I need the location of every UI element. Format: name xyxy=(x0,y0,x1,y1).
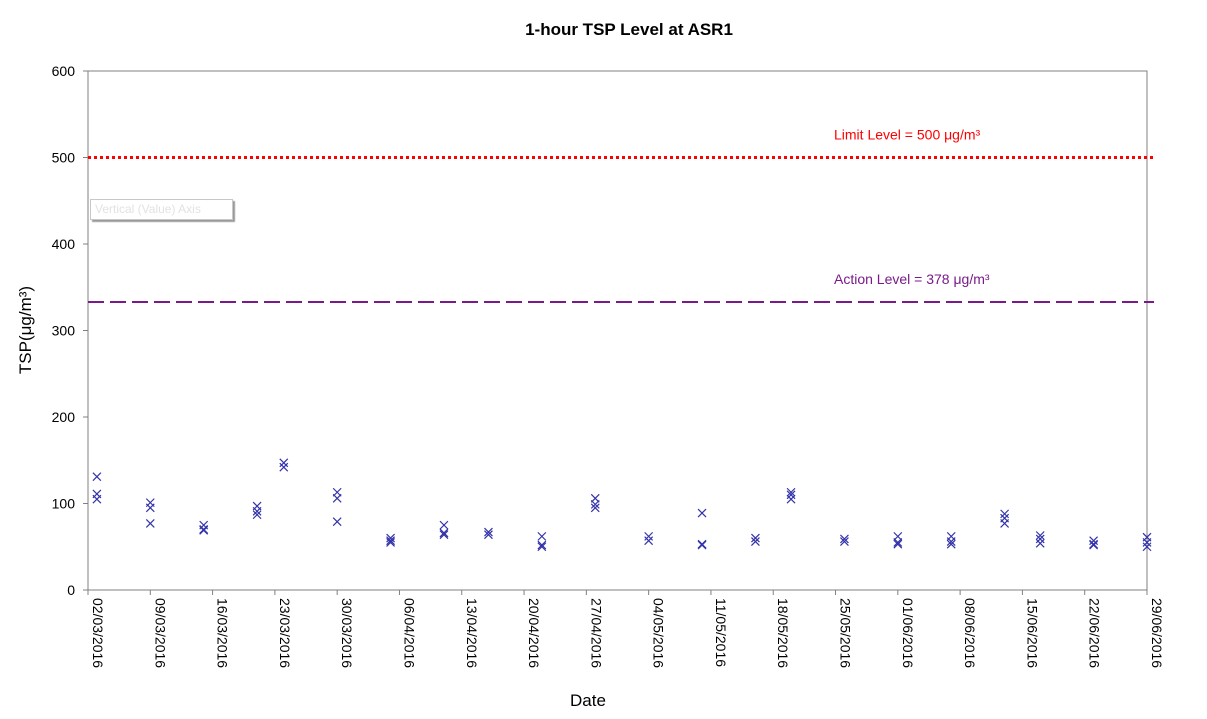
x-tick-label: 22/06/2016 xyxy=(1087,598,1103,668)
data-point[interactable] xyxy=(386,538,395,547)
x-tick-label: 20/04/2016 xyxy=(526,598,542,668)
data-point[interactable] xyxy=(484,527,493,537)
data-point[interactable] xyxy=(537,542,547,552)
data-point[interactable] xyxy=(1142,542,1152,552)
data-point[interactable] xyxy=(786,494,796,504)
x-axis[interactable]: 02/03/2016 09/03/2016 16/03/2016 23/03/2016… xyxy=(87,590,1165,668)
data-point[interactable] xyxy=(537,540,547,550)
data-point[interactable] xyxy=(484,530,493,540)
x-tick-label: 15/06/2016 xyxy=(1024,598,1040,668)
data-point[interactable] xyxy=(840,534,849,544)
data-point[interactable] xyxy=(439,520,449,530)
data-point[interactable] xyxy=(946,537,956,546)
data-point[interactable] xyxy=(279,458,289,468)
y-tick-label: 500 xyxy=(52,150,76,166)
data-point[interactable] xyxy=(92,472,102,482)
data-point[interactable] xyxy=(252,510,262,520)
y-axis[interactable]: 0 100 200 300 400 500 600 xyxy=(52,63,88,598)
data-point[interactable] xyxy=(386,533,395,543)
y-tick-label: 600 xyxy=(52,63,76,79)
x-tick-label: 25/05/2016 xyxy=(838,598,854,668)
y-axis-label: TSP(μg/m³) xyxy=(16,286,35,374)
data-point[interactable] xyxy=(199,525,209,534)
x-tick-label: 30/03/2016 xyxy=(339,598,355,668)
axis-tooltip: Vertical (Value) Axis xyxy=(90,199,233,220)
x-tick-label: 01/06/2016 xyxy=(900,598,916,668)
data-point[interactable] xyxy=(893,539,903,549)
data-series[interactable] xyxy=(92,458,1152,552)
x-tick-label: 11/05/2016 xyxy=(713,598,729,667)
data-point[interactable] xyxy=(279,462,289,472)
x-tick-label: 16/03/2016 xyxy=(215,598,231,668)
data-point[interactable] xyxy=(332,493,342,503)
x-tick-label: 09/03/2016 xyxy=(152,598,168,668)
limit-level-label: Limit Level = 500 μg/m³ xyxy=(834,127,981,143)
x-tick-label: 27/04/2016 xyxy=(588,598,604,668)
x-tick-label: 04/05/2016 xyxy=(651,598,667,668)
data-point[interactable] xyxy=(697,539,707,549)
chart-title: 1-hour TSP Level at ASR1 xyxy=(525,20,733,39)
x-tick-label: 13/04/2016 xyxy=(464,598,480,668)
data-point[interactable] xyxy=(92,494,102,504)
x-axis-label: Date xyxy=(570,691,606,710)
y-tick-label: 0 xyxy=(67,582,75,598)
data-point[interactable] xyxy=(697,508,707,518)
data-point[interactable] xyxy=(893,538,903,547)
data-point[interactable] xyxy=(840,537,849,546)
data-point[interactable] xyxy=(199,525,209,535)
data-point[interactable] xyxy=(145,518,155,528)
data-point[interactable] xyxy=(1089,540,1099,550)
action-level-label: Action Level = 378 μg/m³ xyxy=(834,271,990,287)
y-tick-label: 200 xyxy=(52,409,76,425)
data-point[interactable] xyxy=(1035,531,1045,540)
data-point[interactable] xyxy=(386,536,395,546)
y-tick-label: 300 xyxy=(52,323,76,339)
data-point[interactable] xyxy=(537,531,547,541)
data-point[interactable] xyxy=(786,487,796,497)
data-point[interactable] xyxy=(1000,518,1010,528)
reference-lines: Limit Level = 500 μg/m³ Action Level = 37… xyxy=(88,127,1154,303)
data-point[interactable] xyxy=(1035,538,1045,548)
data-point[interactable] xyxy=(590,499,600,509)
x-tick-label: 08/06/2016 xyxy=(962,598,978,668)
data-point[interactable] xyxy=(1089,536,1099,546)
data-point[interactable] xyxy=(1142,538,1152,547)
data-point[interactable] xyxy=(252,506,262,516)
data-point[interactable] xyxy=(332,517,342,527)
plot-area xyxy=(87,70,1148,591)
x-tick-label: 06/04/2016 xyxy=(401,598,417,668)
data-point[interactable] xyxy=(1000,509,1010,519)
data-point[interactable] xyxy=(590,503,600,513)
data-point[interactable] xyxy=(1089,539,1099,549)
data-point[interactable] xyxy=(751,533,760,543)
data-point[interactable] xyxy=(145,503,155,513)
x-tick-label: 18/05/2016 xyxy=(775,598,791,668)
data-point[interactable] xyxy=(697,540,707,550)
y-tick-label: 400 xyxy=(52,236,76,252)
data-point[interactable] xyxy=(644,536,654,546)
y-tick-label: 100 xyxy=(52,496,76,512)
data-point[interactable] xyxy=(751,537,760,546)
data-point[interactable] xyxy=(786,490,796,500)
data-point[interactable] xyxy=(439,528,449,538)
x-tick-label: 29/06/2016 xyxy=(1149,598,1165,668)
x-tick-label: 23/03/2016 xyxy=(277,598,293,668)
x-tick-label: 02/03/2016 xyxy=(90,598,106,668)
data-point[interactable] xyxy=(439,530,449,540)
data-point[interactable] xyxy=(946,539,956,549)
data-point[interactable] xyxy=(644,531,654,541)
data-point[interactable] xyxy=(1035,534,1045,544)
